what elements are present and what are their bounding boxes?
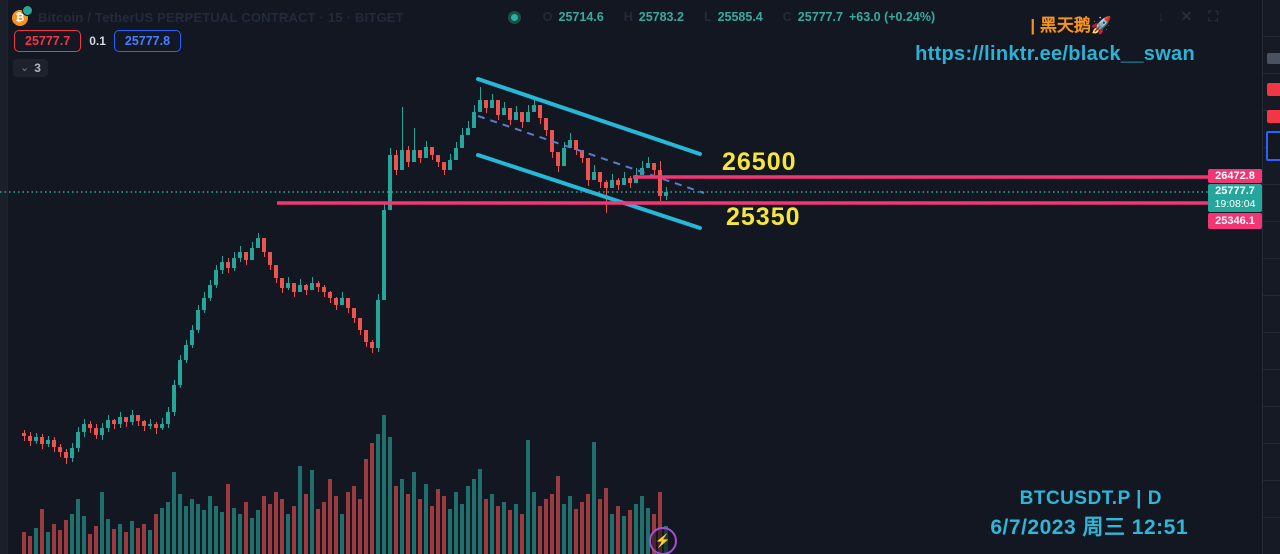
change-value: +63.0 (+0.24%) bbox=[848, 10, 936, 24]
watermark-datetime: 6/7/2023 周三 12:51 bbox=[990, 516, 1188, 539]
linktree-url[interactable]: https://linktr.ee/black__swan bbox=[915, 43, 1195, 65]
symbol-title[interactable]: Bitcoin / TetherUS PERPETUAL CONTRACT · … bbox=[38, 9, 404, 25]
watermark-symbol: BTCUSDT.P | D bbox=[1019, 488, 1162, 509]
lightning-event-marker-icon[interactable]: ⚡ bbox=[649, 527, 677, 554]
symbol-header: ₿ Bitcoin / TetherUS PERPETUAL CONTRACT … bbox=[12, 5, 935, 28]
open-label: O bbox=[542, 10, 553, 24]
current-price-label: 25777.7 19:08:04 bbox=[1208, 184, 1262, 212]
open-value: 25714.6 bbox=[558, 10, 604, 24]
buy-button[interactable]: 25777.8 bbox=[113, 30, 182, 52]
high-value: 25783.2 bbox=[638, 10, 684, 24]
bars-count: 3 bbox=[34, 61, 41, 75]
bitcoin-pair-icon: ₿ bbox=[12, 5, 33, 26]
tether-coin-icon bbox=[22, 5, 33, 16]
order-panel: 25777.7 0.1 25777.8 bbox=[14, 30, 182, 52]
chevron-down-icon: ⌄ bbox=[20, 62, 30, 74]
level-text-25350[interactable]: 25350 bbox=[726, 203, 801, 231]
chart-window-controls: ↓ ✕ ⛶ bbox=[1157, 8, 1218, 25]
level-text-26500[interactable]: 26500 bbox=[722, 148, 797, 176]
strip-red-button-2[interactable] bbox=[1267, 110, 1280, 123]
sell-button[interactable]: 25777.7 bbox=[14, 30, 82, 52]
close-icon[interactable]: ✕ bbox=[1180, 8, 1193, 24]
lightning-icon: ⚡ bbox=[654, 533, 672, 548]
price-label-25346: 25346.1 bbox=[1208, 213, 1262, 229]
current-price-value: 25777.7 bbox=[1215, 185, 1255, 197]
right-panel-sliver bbox=[1262, 0, 1280, 554]
strip-red-button-1[interactable] bbox=[1267, 83, 1280, 96]
price-label-26472: 26472.8 bbox=[1208, 169, 1262, 183]
bar-countdown: 19:08:04 bbox=[1214, 198, 1256, 210]
high-label: H bbox=[623, 10, 633, 24]
strip-blue-outline-button[interactable] bbox=[1266, 131, 1280, 161]
market-status-icon bbox=[507, 10, 521, 24]
bar-replay-chip[interactable]: ⌄ 3 bbox=[13, 59, 48, 77]
download-icon[interactable]: ↓ bbox=[1157, 8, 1165, 24]
spread-value: 0.1 bbox=[89, 34, 106, 48]
strip-gray-button[interactable] bbox=[1267, 53, 1280, 64]
close-label: C bbox=[782, 10, 792, 24]
low-label: L bbox=[703, 10, 712, 24]
fullscreen-icon[interactable]: ⛶ bbox=[1208, 8, 1218, 24]
close-value: 25777.7 bbox=[797, 10, 843, 24]
left-toolbar-sliver bbox=[0, 0, 8, 554]
author-handle-text: | 黑天鹅🚀 bbox=[1030, 16, 1112, 35]
low-value: 25585.4 bbox=[717, 10, 763, 24]
ohlc-readout: O 25714.6 H 25783.2 L 25585.4 C 25777.7 … bbox=[543, 10, 935, 24]
